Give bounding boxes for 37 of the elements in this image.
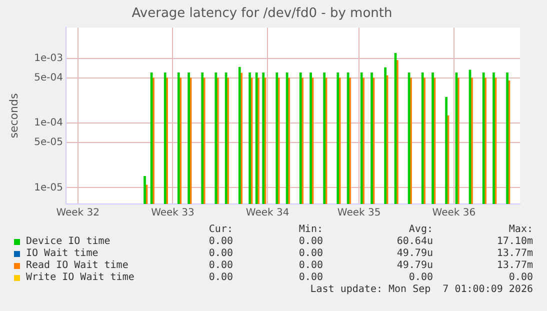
legend-label: IO Wait time bbox=[26, 248, 98, 259]
y-tick-label: 1e-05 bbox=[34, 182, 63, 194]
text: 0.00 bbox=[408, 272, 433, 283]
x-tick-label: Week 32 bbox=[56, 208, 100, 219]
text: 0.00 bbox=[298, 236, 323, 247]
text: 0.00 bbox=[298, 260, 323, 271]
text: Avg: bbox=[408, 224, 433, 235]
y-tick-label: 1e-04 bbox=[34, 118, 63, 129]
legend-label: Device IO time bbox=[26, 236, 110, 247]
legend-label: Write IO Wait time bbox=[26, 272, 134, 283]
text: 60.64u bbox=[396, 236, 433, 247]
text: Max: bbox=[508, 224, 533, 235]
text: 49.79u bbox=[396, 248, 433, 259]
text: 0.00 bbox=[208, 248, 233, 259]
text: 0.00 bbox=[298, 272, 323, 283]
y-axis-title: seconds bbox=[7, 93, 20, 138]
legend-label: Read IO Wait time bbox=[26, 260, 128, 271]
text: 49.79u bbox=[396, 260, 433, 271]
text: 0.00 bbox=[208, 260, 233, 271]
x-tick-label: Week 33 bbox=[151, 208, 194, 219]
text: 0.00 bbox=[208, 272, 233, 283]
text: Min: bbox=[298, 224, 323, 235]
y-tick-label: 1e-03 bbox=[34, 53, 63, 64]
chart-title: Average latency for /dev/fd0 - by month bbox=[132, 6, 392, 22]
text: 17.10m bbox=[496, 236, 533, 247]
y-tick-label: 5e-04 bbox=[34, 72, 63, 84]
x-tick-label: Week 34 bbox=[246, 208, 290, 219]
text: 13.77m bbox=[496, 260, 533, 271]
text: Cur: bbox=[208, 224, 233, 235]
y-tick-label: 5e-05 bbox=[34, 137, 63, 148]
x-tick-label: Week 35 bbox=[337, 208, 381, 219]
text: 0.00 bbox=[298, 248, 323, 259]
text: 0.00 bbox=[508, 272, 533, 283]
text: 13.77m bbox=[496, 248, 533, 259]
text: Last update: Mon Sep 7 01:00:09 2026 bbox=[310, 284, 533, 295]
x-tick-label: Week 36 bbox=[432, 208, 476, 219]
text: 0.00 bbox=[208, 236, 233, 247]
